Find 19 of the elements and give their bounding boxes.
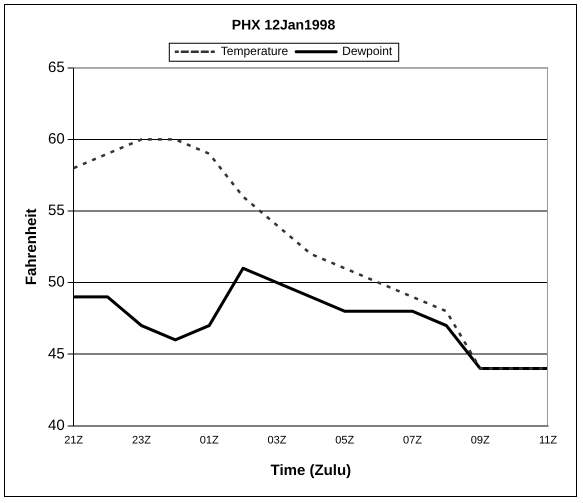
x-tick-label: 07Z [402, 434, 422, 446]
chart-title: PHX 12Jan1998 [232, 16, 336, 32]
y-tick-label: 60 [48, 130, 65, 148]
y-tick-label: 55 [48, 202, 65, 220]
legend-label: Dewpoint [342, 44, 393, 58]
y-tick-label: 40 [48, 416, 65, 434]
y-tick-label: 50 [48, 274, 65, 291]
x-axis-title: Time (Zulu) [270, 462, 352, 480]
y-axis-title: Fahrenheit [23, 208, 40, 286]
x-tick-label: 21Z [64, 434, 84, 446]
x-tick-label: 09Z [470, 434, 490, 446]
x-tick-label: 01Z [200, 434, 219, 446]
legend-label: Temperature [220, 44, 288, 58]
y-tick-label: 65 [48, 58, 65, 76]
x-tick-label: 05Z [335, 434, 354, 446]
x-tick-label: 03Z [267, 434, 287, 446]
y-tick-label: 45 [48, 345, 65, 362]
x-tick-label: 11Z [538, 434, 558, 446]
x-tick-label: 23Z [132, 434, 152, 446]
